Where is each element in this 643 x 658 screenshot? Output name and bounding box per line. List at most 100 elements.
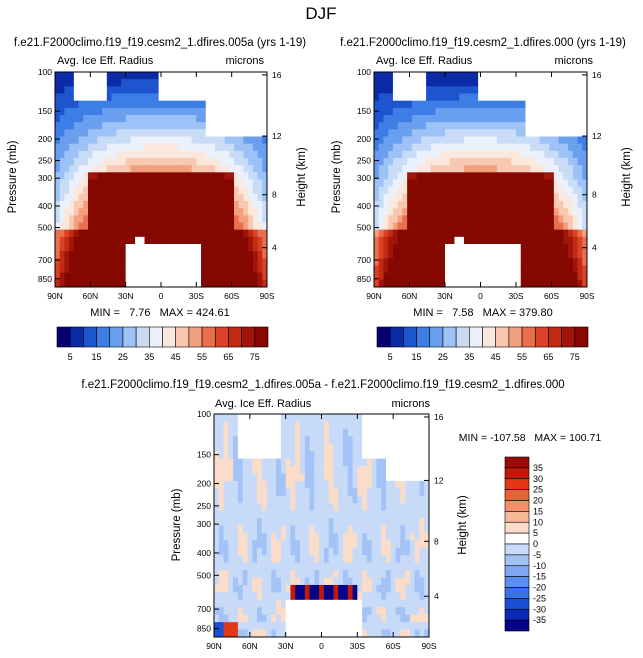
field-cell [257, 208, 263, 216]
field-cell [352, 488, 358, 497]
colorbar-box [504, 532, 530, 545]
field-cell [407, 179, 413, 188]
field-cell [300, 458, 306, 467]
field-cell [430, 236, 436, 245]
field-cell [478, 100, 484, 109]
field-cell [219, 136, 225, 145]
field-cell [78, 107, 84, 116]
field-cell [224, 100, 230, 109]
field-cell [553, 251, 559, 259]
field-cell [69, 222, 75, 231]
field-cell [237, 555, 244, 564]
field-cell [563, 265, 569, 274]
field-cell [525, 265, 531, 274]
field-cell [435, 86, 441, 94]
colorbar-box [69, 326, 84, 348]
field-cell [242, 570, 248, 578]
field-cell [271, 518, 277, 526]
field-cell [257, 244, 263, 252]
field-cell [333, 562, 339, 571]
field-cell [158, 165, 164, 173]
field-cell [539, 244, 545, 252]
field-cell [177, 100, 183, 109]
field-cell [182, 208, 188, 216]
field-cell [233, 488, 239, 497]
field-cell [215, 279, 221, 288]
colorbar-box [504, 619, 530, 632]
field-cell [319, 421, 325, 430]
field-cell [295, 614, 301, 623]
field-cell [407, 201, 413, 209]
field-cell [201, 201, 207, 209]
field-cell [402, 193, 408, 202]
field-cell [501, 272, 507, 281]
field-cell [582, 86, 588, 94]
field-cell [577, 93, 583, 102]
field-cell [219, 150, 225, 159]
field-cell [501, 201, 507, 209]
field-cell [352, 480, 358, 489]
field-cell [419, 473, 425, 482]
field-cell [366, 414, 373, 422]
field-cell [300, 495, 306, 504]
colorbar-label: 35 [464, 352, 474, 362]
field-cell [234, 244, 240, 252]
field-cell [445, 122, 451, 130]
field-cell [228, 607, 234, 616]
field-cell [144, 158, 150, 166]
field-cell [366, 570, 373, 578]
field-cell [553, 143, 559, 152]
field-cell [506, 100, 512, 109]
field-cell [386, 458, 392, 467]
field-cell [257, 179, 263, 188]
field-cell [182, 158, 188, 166]
field-cell [224, 279, 230, 288]
field-cell [482, 107, 488, 116]
field-cell [430, 179, 436, 188]
field-cell [405, 540, 411, 549]
field-cell [304, 510, 310, 519]
field-cell [381, 414, 387, 422]
field-cell [371, 614, 377, 623]
field-cell [87, 265, 94, 274]
field-cell [224, 236, 230, 245]
field-cell [459, 208, 465, 216]
field-cell [304, 592, 310, 601]
field-cell [64, 251, 70, 259]
field-cell [445, 115, 451, 123]
field-cell [87, 222, 94, 231]
field-cell [135, 193, 141, 202]
field-cell [214, 443, 220, 452]
field-cell [381, 577, 387, 586]
field-cell [525, 172, 531, 180]
field-cell [347, 555, 353, 564]
field-cell [371, 488, 377, 497]
field-cell [266, 599, 272, 608]
field-cell [177, 136, 183, 145]
colorbar-box [504, 511, 530, 523]
field-cell [280, 518, 287, 526]
field-cell [106, 258, 112, 266]
field-cell [116, 86, 122, 94]
field-cell [243, 265, 249, 274]
field-cell [445, 208, 451, 216]
field-cell [229, 208, 235, 216]
field-cell [242, 458, 248, 467]
field-cell [568, 143, 574, 152]
field-cell [445, 107, 451, 116]
field-cell [234, 107, 240, 116]
field-cell [352, 532, 358, 541]
colorbar-box [455, 326, 470, 348]
field-cell [248, 107, 254, 116]
field-cell [92, 143, 98, 152]
field-cell [381, 436, 387, 445]
field-cell [261, 547, 267, 556]
field-cell [383, 143, 389, 152]
field-cell [386, 495, 392, 504]
field-cell [421, 222, 427, 231]
field-cell [248, 143, 254, 152]
field-cell [487, 172, 493, 180]
field-cell [234, 272, 240, 281]
field-cell [78, 72, 84, 80]
field-cell [304, 540, 310, 549]
